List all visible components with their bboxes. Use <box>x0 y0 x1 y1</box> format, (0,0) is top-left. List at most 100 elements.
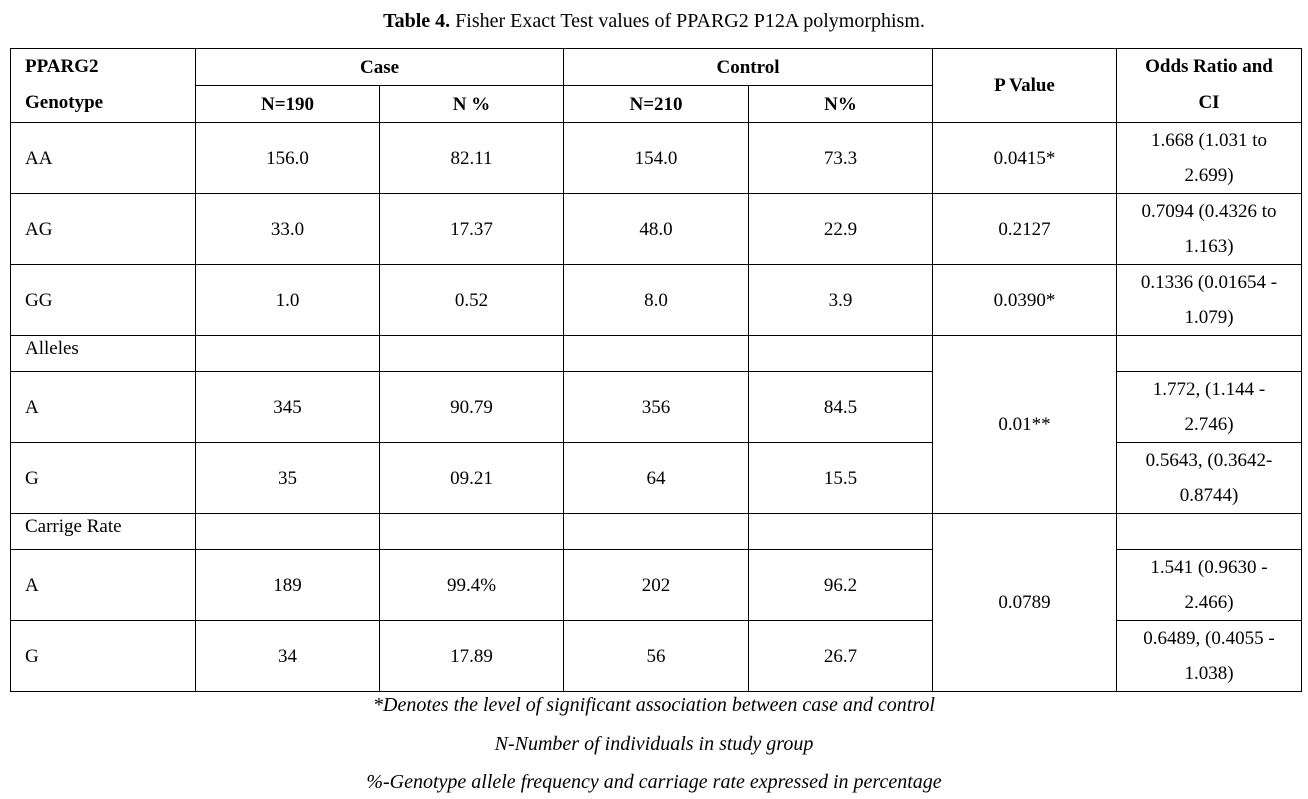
control-pct-header: N% <box>748 85 933 123</box>
odds-ratio-cell: 0.6489, (0.4055 - 1.038) <box>1116 620 1302 692</box>
odds-ratio-line2: 2.746) <box>1184 414 1234 435</box>
control-pct-cell: 84.5 <box>748 371 933 443</box>
case-n-cell: 1.0 <box>195 264 380 336</box>
odds-ratio-line1: 0.1336 (0.01654 - <box>1140 272 1278 293</box>
odds-ratio-cell: 1.772, (1.144 - 2.746) <box>1116 371 1302 443</box>
case-n-cell: 35 <box>195 442 380 514</box>
case-pct-header: N % <box>379 85 564 123</box>
row-label: AA <box>10 122 196 194</box>
control-header: Control <box>563 48 933 86</box>
case-pct-cell: 90.79 <box>379 371 564 443</box>
row-label: G <box>10 442 196 514</box>
caption-text: Fisher Exact Test values of PPARG2 P12A … <box>450 10 925 32</box>
row-label: A <box>10 371 196 443</box>
case-pct-cell: 09.21 <box>379 442 564 514</box>
control-pct-cell: 26.7 <box>748 620 933 692</box>
section-label-carriage: Carrige Rate <box>10 513 196 550</box>
control-n-header: N=210 <box>563 85 749 123</box>
case-header: Case <box>195 48 564 86</box>
control-n-cell: 48.0 <box>563 193 749 265</box>
section-row-alleles: Alleles 0.01** <box>10 335 1302 514</box>
table-row: G 34 17.89 56 26.7 0.6489, (0.4055 - 1.0… <box>10 620 1302 692</box>
odds-ratio-header-line2: CI <box>1198 92 1220 113</box>
empty-cell <box>379 513 564 550</box>
p-value-header: P Value <box>932 48 1117 123</box>
table-row: AA 156.0 82.11 154.0 73.3 0.0415* 1.668 … <box>10 122 1302 194</box>
odds-ratio-cell: 1.668 (1.031 to 2.699) <box>1116 122 1302 194</box>
case-n-cell: 345 <box>195 371 380 443</box>
case-pct-cell: 17.37 <box>379 193 564 265</box>
empty-cell <box>748 335 933 372</box>
genotype-header-line2: Genotype <box>25 92 104 113</box>
odds-ratio-line2: 2.466) <box>1184 592 1234 613</box>
footnote-n-definition: N-Number of individuals in study group <box>494 733 814 755</box>
odds-ratio-line2: 2.699) <box>1184 165 1234 186</box>
empty-cell <box>379 335 564 372</box>
case-n-cell: 34 <box>195 620 380 692</box>
odds-ratio-line2: 0.8744) <box>1179 485 1239 506</box>
odds-ratio-line1: 0.5643, (0.3642- <box>1145 450 1273 471</box>
empty-cell <box>195 513 380 550</box>
odds-ratio-line1: 0.7094 (0.4326 to <box>1141 201 1277 222</box>
row-label: GG <box>10 264 196 336</box>
case-pct-cell: 82.11 <box>379 122 564 194</box>
row-label: A <box>10 549 196 621</box>
odds-ratio-cell: 0.5643, (0.3642- 0.8744) <box>1116 442 1302 514</box>
carriage-p-value-cell: 0.0789 <box>932 513 1117 692</box>
case-pct-cell: 17.89 <box>379 620 564 692</box>
case-n-cell: 189 <box>195 549 380 621</box>
section-label-alleles: Alleles <box>10 335 196 372</box>
table-caption: Table 4. Fisher Exact Test values of PPA… <box>0 10 1308 33</box>
p-value-cell: 0.0390* <box>932 264 1117 336</box>
case-pct-cell: 99.4% <box>379 549 564 621</box>
case-pct-cell: 0.52 <box>379 264 564 336</box>
odds-ratio-cell: 0.1336 (0.01654 - 1.079) <box>1116 264 1302 336</box>
control-n-cell: 356 <box>563 371 749 443</box>
header-row-2: N=190 N % N=210 N% <box>11 85 1302 123</box>
odds-ratio-line2: 1.163) <box>1184 236 1234 257</box>
odds-ratio-cell: 1.541 (0.9630 - 2.466) <box>1116 549 1302 621</box>
case-n-cell: 156.0 <box>195 122 380 194</box>
section-row-carriage: Carrige Rate 0.0789 <box>10 513 1302 692</box>
empty-cell <box>563 513 749 550</box>
row-label: G <box>10 620 196 692</box>
empty-cell <box>563 335 749 372</box>
control-n-cell: 8.0 <box>563 264 749 336</box>
empty-cell <box>1116 513 1302 550</box>
empty-cell <box>748 513 933 550</box>
case-n-header: N=190 <box>195 85 380 123</box>
odds-ratio-line1: 0.6489, (0.4055 - <box>1143 628 1275 649</box>
row-label: AG <box>10 193 196 265</box>
odds-ratio-header: Odds Ratio and CI <box>1116 48 1302 123</box>
odds-ratio-cell: 0.7094 (0.4326 to 1.163) <box>1116 193 1302 265</box>
footnote-percent-definition: %-Genotype allele frequency and carriage… <box>366 771 942 793</box>
control-n-cell: 154.0 <box>563 122 749 194</box>
table-row: A 345 90.79 356 84.5 1.772, (1.144 - 2.7… <box>10 371 1302 443</box>
odds-ratio-header-line1: Odds Ratio and <box>1145 56 1273 77</box>
odds-ratio-line2: 1.079) <box>1184 307 1234 328</box>
footnote-significance: *Denotes the level of significant associ… <box>373 694 935 716</box>
control-pct-cell: 15.5 <box>748 442 933 514</box>
control-pct-cell: 96.2 <box>748 549 933 621</box>
table-row: A 189 99.4% 202 96.2 1.541 (0.9630 - 2.4… <box>10 549 1302 621</box>
alleles-p-value-cell: 0.01** <box>932 335 1117 514</box>
control-pct-cell: 3.9 <box>748 264 933 336</box>
table-row: GG 1.0 0.52 8.0 3.9 0.0390* 0.1336 (0.01… <box>10 264 1302 336</box>
p-value-cell: 0.2127 <box>932 193 1117 265</box>
odds-ratio-line1: 1.541 (0.9630 - <box>1150 557 1268 578</box>
odds-ratio-line1: 1.772, (1.144 - <box>1152 379 1266 400</box>
control-pct-cell: 73.3 <box>748 122 933 194</box>
genotype-header: PPARG2 Genotype <box>10 48 196 123</box>
fisher-table: PPARG2 Genotype Case Control P Value Odd… <box>10 48 1302 692</box>
empty-cell <box>1116 335 1302 372</box>
genotype-header-line1: PPARG2 <box>25 56 99 77</box>
control-pct-cell: 22.9 <box>748 193 933 265</box>
empty-cell <box>195 335 380 372</box>
control-n-cell: 64 <box>563 442 749 514</box>
control-n-cell: 56 <box>563 620 749 692</box>
odds-ratio-line1: 1.668 (1.031 to <box>1150 130 1268 151</box>
header-row-1: PPARG2 Genotype Case Control P Value Odd… <box>10 48 1302 123</box>
control-n-cell: 202 <box>563 549 749 621</box>
caption-label: Table 4. <box>383 10 451 32</box>
odds-ratio-line2: 1.038) <box>1184 663 1234 684</box>
